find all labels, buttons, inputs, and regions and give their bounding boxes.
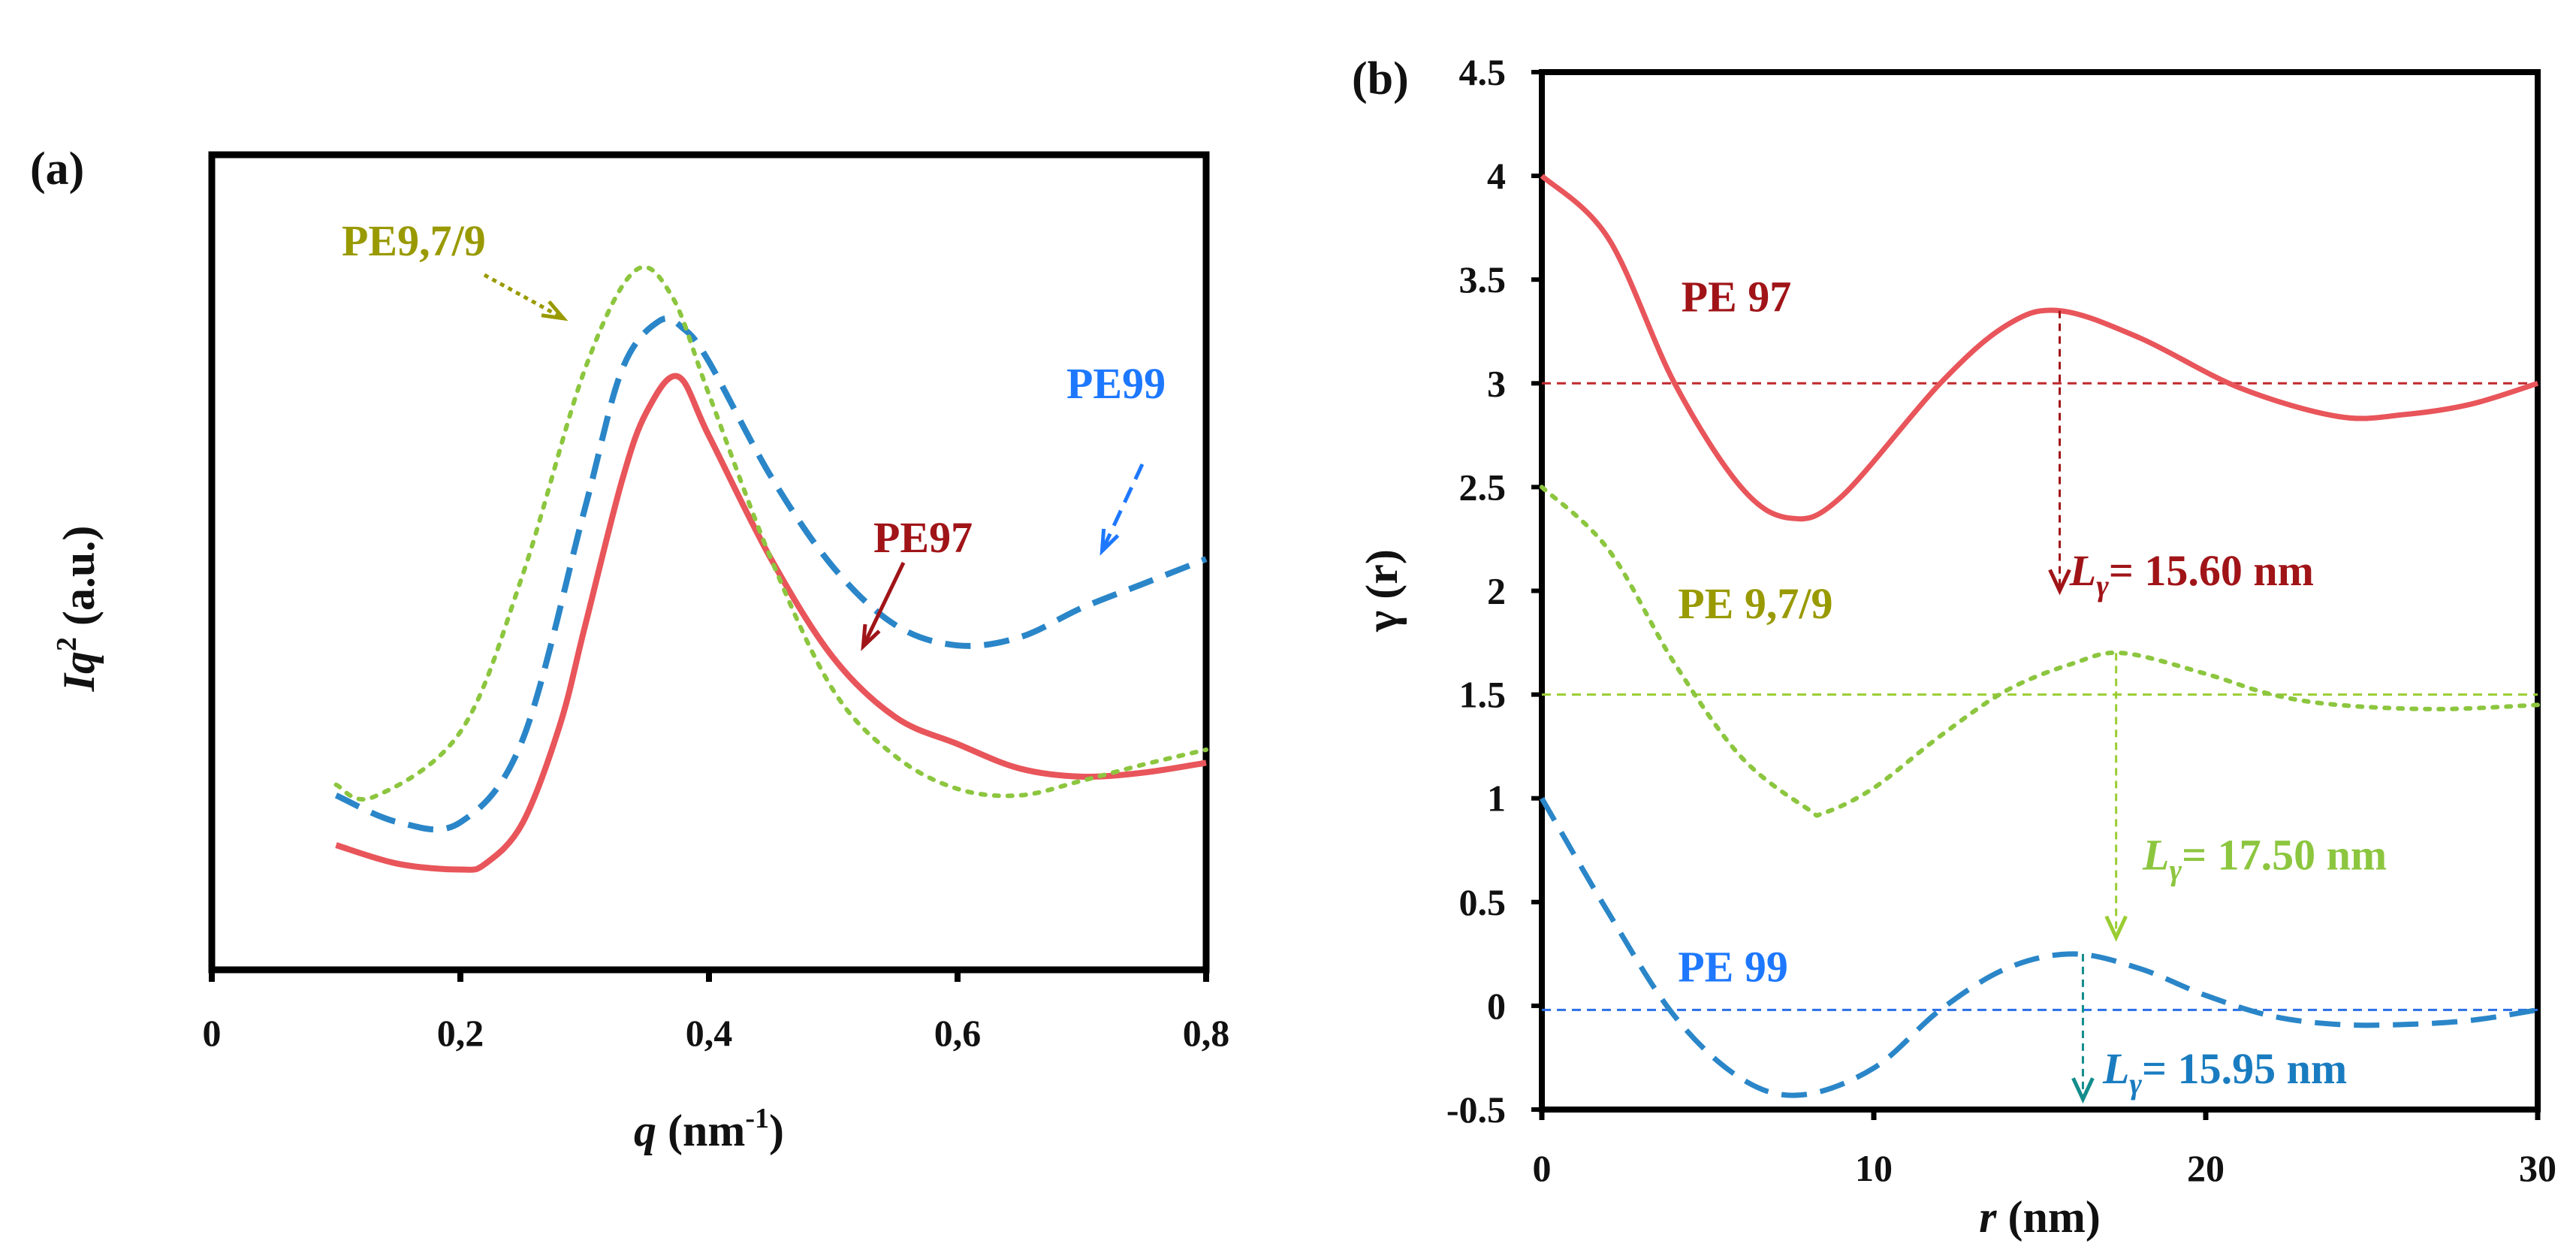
series-label-pe99: PE 99 <box>1678 942 1788 991</box>
y-label-exp: 2 <box>51 637 83 651</box>
panel-a-label: (a) <box>30 143 84 195</box>
l-gamma-L: L <box>2102 1044 2129 1093</box>
arrow-pe99 <box>1102 463 1145 548</box>
x-tick-label: 10 <box>1855 1147 1893 1189</box>
panel-b-x-axis-label: r (nm) <box>1979 1192 2101 1242</box>
series-label-pe97: PE 97 <box>1682 272 1792 321</box>
y-tick-label: 2 <box>1487 570 1506 612</box>
series-label-pe979: PE 9,7/9 <box>1678 579 1832 628</box>
l-gamma-sub: γ <box>2096 569 2109 602</box>
l-gamma-value: = 15.60 nm <box>2109 546 2314 595</box>
panel-b-y-axis-label: γ (r) <box>1357 549 1407 633</box>
x-label-exp: -1 <box>745 1103 769 1134</box>
y-tick-label: 1 <box>1487 778 1506 820</box>
x-tick-label: 0,2 <box>437 1012 484 1054</box>
curve-pe979 <box>1540 485 2540 818</box>
l-gamma-L: L <box>2142 830 2169 879</box>
l-gamma-sub: γ <box>2169 853 2182 886</box>
panel-b: (b) 0 10 20 30 -0.5 0 0.5 1 1.5 2 2.5 3 3.5 4 4.5 PE 9… <box>1352 51 2556 1242</box>
long-period-label-pe97: Lγ= 15.60 nm <box>2069 546 2314 602</box>
x-tick-label: 0 <box>1533 1147 1552 1189</box>
annotation-pe97: PE97 <box>873 513 973 562</box>
y-tick-label: 2.5 <box>1459 466 1507 508</box>
arrow-head <box>1099 528 1120 556</box>
panel-a: (a) 0 0,2 0,4 0,6 0,8 q (nm-1) Iq2 (a.u.) PE… <box>30 143 1229 1155</box>
x-label-q: q <box>634 1106 656 1155</box>
arrow-head <box>541 300 569 322</box>
x-tick-label: 0,4 <box>686 1012 733 1054</box>
l-gamma-value: = 17.50 nm <box>2182 830 2387 879</box>
l-gamma-L: L <box>2069 546 2096 595</box>
panel-a-x-axis-label: q (nm-1) <box>634 1103 784 1155</box>
y-tick-label: 0.5 <box>1459 881 1507 923</box>
annotation-pe979: PE9,7/9 <box>342 216 486 265</box>
x-tick-label: 0,8 <box>1183 1012 1230 1054</box>
x-tick-label: 20 <box>2187 1147 2225 1189</box>
long-period-label-pe979: Lγ= 17.50 nm <box>2142 830 2387 886</box>
x-label-r: r <box>1979 1192 1997 1242</box>
l-gamma-value: = 15.95 nm <box>2142 1044 2347 1093</box>
y-label-I: I <box>54 672 104 692</box>
y-tick-label: 3.5 <box>1459 258 1507 300</box>
arrow-pe97 <box>863 561 906 644</box>
x-tick-label: 0 <box>203 1012 222 1054</box>
y-tick-label: 1.5 <box>1459 674 1507 716</box>
y-tick-label: -0.5 <box>1446 1088 1506 1131</box>
arrow-head <box>2071 1077 2095 1104</box>
arrow-pe979 <box>483 273 561 319</box>
x-tick-label: 30 <box>2519 1147 2556 1189</box>
x-label-unit: (nm <box>656 1106 745 1155</box>
y-tick-label: 0 <box>1487 985 1506 1027</box>
y-label-q: q <box>54 651 104 674</box>
long-period-label-pe99: Lγ= 15.95 nm <box>2102 1044 2347 1101</box>
l-gamma-sub: γ <box>2129 1067 2142 1101</box>
arrow-head <box>861 624 881 651</box>
curve-pe979 <box>333 264 1208 802</box>
y-tick-label: 4 <box>1487 155 1506 197</box>
arrow-head <box>2048 569 2071 596</box>
y-tick-label: 3 <box>1487 362 1506 404</box>
x-label-close: ) <box>769 1106 784 1155</box>
curve-pe99 <box>334 315 1208 833</box>
x-label-unit: (nm) <box>1997 1192 2101 1242</box>
y-label-rest: (a.u.) <box>54 526 104 637</box>
panel-b-label: (b) <box>1352 53 1409 104</box>
panel-a-plot-frame <box>208 151 1210 974</box>
arrow-head <box>2104 915 2128 942</box>
curve-pe99 <box>1539 796 2538 1098</box>
panel-a-y-axis-label: Iq2 (a.u.) <box>51 526 104 693</box>
curve-pe97 <box>1540 174 2539 522</box>
y-tick-label: 4.5 <box>1459 51 1507 93</box>
annotation-pe99: PE99 <box>1066 359 1166 408</box>
curve-pe97 <box>335 373 1207 873</box>
x-tick-label: 0,6 <box>934 1012 982 1054</box>
